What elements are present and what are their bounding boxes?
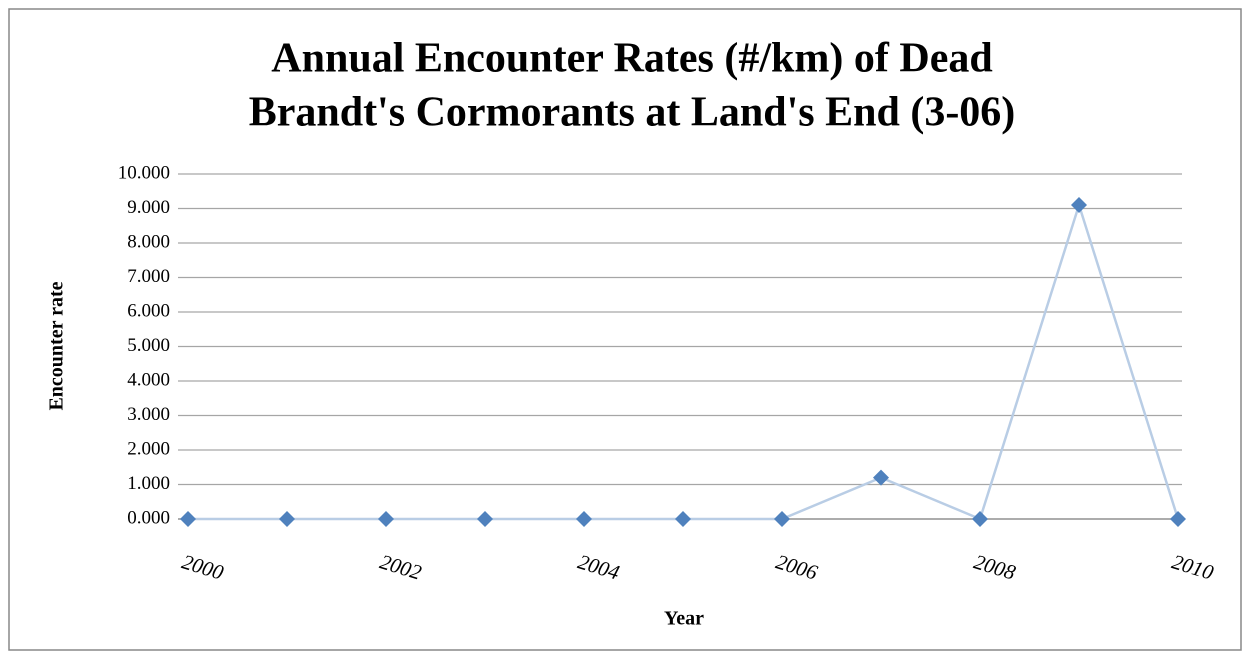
data-point (873, 469, 889, 486)
data-point (1170, 511, 1186, 527)
y-tick-label: 3.000 (127, 404, 170, 425)
data-point (378, 511, 394, 527)
x-axis-label: Year (664, 608, 704, 630)
data-point (279, 511, 295, 527)
chart-border (8, 8, 1242, 651)
data-point (1071, 197, 1087, 214)
data-point (972, 511, 988, 527)
y-tick-label: 1.000 (127, 473, 170, 494)
y-tick-label: 0.000 (127, 507, 170, 528)
y-tick-label: 8.000 (127, 231, 170, 252)
y-tick-label: 9.000 (127, 197, 170, 218)
y-tick-label: 4.000 (127, 369, 170, 390)
data-point (774, 511, 790, 527)
data-point (675, 511, 691, 527)
y-tick-label: 7.000 (127, 266, 170, 287)
chart-title: Annual Encounter Rates (#/km) of Dead (271, 36, 992, 82)
y-tick-label: 5.000 (127, 335, 170, 356)
y-tick-label: 6.000 (127, 300, 170, 321)
y-axis-label: Encounter rate (46, 281, 68, 410)
y-tick-label: 2.000 (127, 438, 170, 459)
data-point (180, 511, 196, 527)
data-point (576, 511, 592, 527)
chart-title: Brandt's Cormorants at Land's End (3-06) (249, 90, 1016, 136)
data-point (477, 511, 493, 527)
y-tick-label: 10.000 (118, 162, 170, 183)
